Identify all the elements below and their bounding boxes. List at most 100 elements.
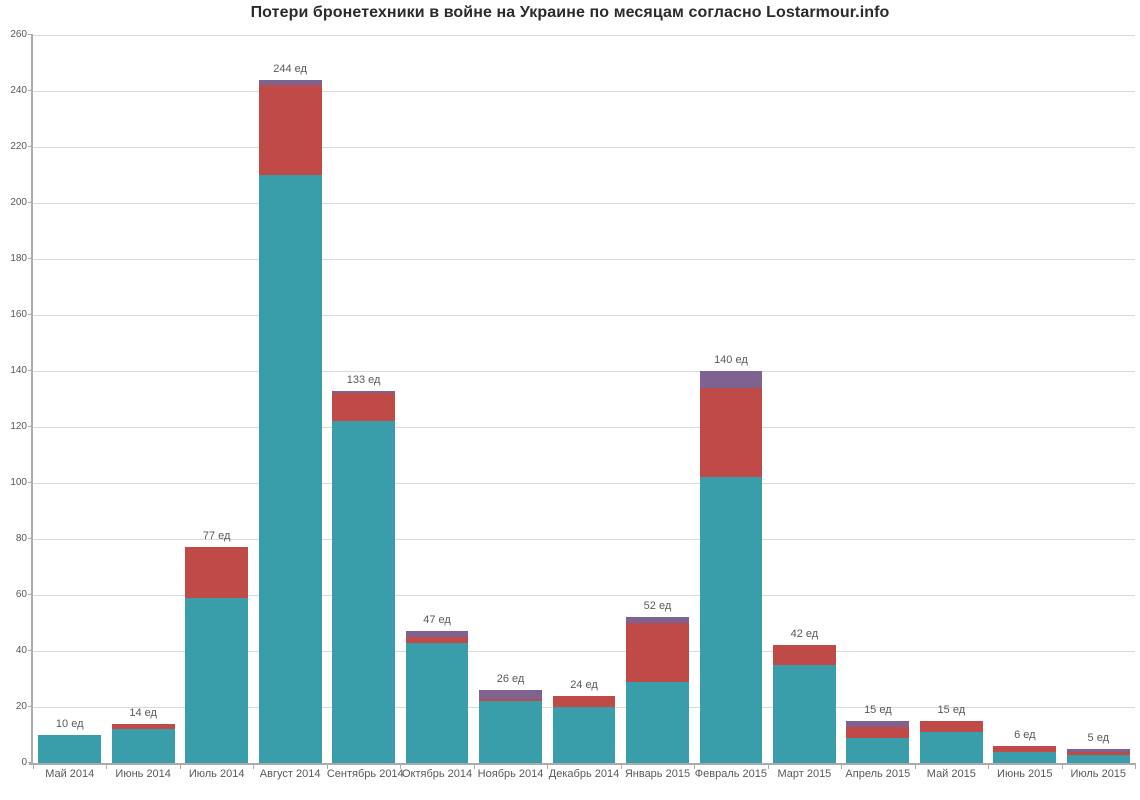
bar-segment-series-red: [185, 547, 249, 598]
x-tick-mark: [1135, 765, 1136, 769]
gridline-y-140: [33, 371, 1135, 372]
bar-segment-series-teal: [919, 732, 983, 763]
bar-segment-series-red: [111, 723, 175, 730]
y-tick-label-100: 100: [10, 477, 27, 488]
x-tick-label-май-2014: Май 2014: [45, 768, 95, 780]
y-tick-mark: [28, 706, 33, 707]
bar-segment-series-purple: [699, 371, 763, 388]
bar-segment-series-teal: [699, 477, 763, 763]
bar-segment-series-purple: [1066, 749, 1130, 752]
bar-value-label: 52 ед: [643, 600, 672, 613]
bar-segment-series-teal: [38, 735, 102, 763]
bar-февраль-2015: 140 ед: [699, 35, 763, 763]
x-tick-mark: [253, 765, 254, 769]
y-tick-mark: [28, 146, 33, 147]
y-tick-label-260: 260: [10, 29, 27, 40]
x-tick-mark: [621, 765, 622, 769]
bar-segment-series-teal: [111, 729, 175, 763]
x-tick-mark: [400, 765, 401, 769]
bar-segment-series-teal: [258, 175, 322, 763]
bar-segment-series-red: [479, 698, 542, 702]
gridline-y-160: [33, 315, 1135, 316]
plot-area: 10 ед 14 ед 77 ед 244 ед 133 ед 47 ед 26 ед 24 …: [33, 35, 1135, 763]
chart-title: Потери бронетехники в войне на Украине п…: [250, 4, 890, 21]
gridline-y-120: [33, 427, 1135, 428]
bar-segment-series-purple: [479, 690, 542, 699]
bar-value-label: 26 ед: [496, 673, 525, 686]
y-tick-label-20: 20: [15, 701, 27, 712]
x-tick-mark: [547, 765, 548, 769]
x-tick-mark: [988, 765, 989, 769]
x-tick-label-ноябрь-2014: Ноябрь 2014: [477, 768, 544, 780]
y-tick-label-160: 160: [10, 309, 27, 320]
bar-value-label: 140 ед: [714, 354, 748, 366]
bar-март-2015: 42 ед: [772, 35, 836, 763]
bar-value-label: 133 ед: [346, 373, 381, 386]
bar-value-label: 42 ед: [790, 628, 819, 641]
x-tick-mark: [474, 765, 475, 769]
bar-value-label: 6 ед: [1014, 729, 1036, 742]
bar-value-label: 15 ед: [864, 704, 892, 716]
bar-май-2015: 15 ед: [919, 35, 983, 763]
bar-segment-series-teal: [479, 701, 542, 763]
bar-segment-series-red: [552, 695, 616, 707]
y-tick-mark: [28, 90, 33, 91]
gridline-y-40: [33, 651, 1135, 652]
bar-segment-series-teal: [993, 751, 1057, 763]
bar-segment-series-teal: [772, 665, 836, 763]
y-tick-mark: [28, 258, 33, 259]
bar-август-2014: 244 ед: [258, 35, 322, 763]
x-tick-label-март-2015: Март 2015: [777, 768, 832, 780]
bar-segment-series-red: [258, 85, 322, 175]
bar-segment-series-red: [626, 623, 689, 682]
bar-ноябрь-2014: 26 ед: [479, 35, 542, 763]
x-tick-label-июль-2014: Июль 2014: [188, 768, 245, 780]
bar-segment-series-teal: [552, 707, 616, 763]
x-tick-label-декабрь-2014: Декабрь 2014: [548, 768, 620, 780]
gridline-y-180: [33, 259, 1135, 260]
bar-segment-series-red: [405, 637, 469, 643]
x-tick-label-апрель-2015: Апрель 2015: [845, 768, 911, 780]
y-tick-mark: [28, 426, 33, 427]
y-tick-label-120: 120: [10, 421, 27, 432]
y-tick-label-220: 220: [10, 141, 27, 152]
bar-value-label: 10 ед: [55, 718, 84, 730]
bar-январь-2015: 52 ед: [626, 35, 689, 763]
bar-июль-2014: 77 ед: [185, 35, 249, 763]
x-tick-label-февраль-2015: Февраль 2015: [694, 768, 768, 780]
y-tick-label-80: 80: [15, 533, 27, 544]
y-tick-mark: [28, 314, 33, 315]
y-tick-label-60: 60: [15, 589, 27, 600]
x-tick-mark: [915, 765, 916, 769]
bar-segment-series-red: [919, 721, 983, 733]
bar-декабрь-2014: 24 ед: [552, 35, 616, 763]
bar-value-label: 244 ед: [273, 62, 307, 75]
bar-value-label: 47 ед: [423, 614, 451, 627]
y-axis-line: [31, 35, 33, 765]
gridline-y-60: [33, 595, 1135, 596]
bar-июнь-2014: 14 ед: [111, 35, 175, 763]
x-tick-label-июнь-2014: Июнь 2014: [115, 768, 171, 780]
x-tick-mark: [768, 765, 769, 769]
bar-value-label: 5 ед: [1087, 732, 1109, 744]
bar-октябрь-2014: 47 ед: [405, 35, 469, 763]
bar-segment-series-teal: [626, 681, 689, 763]
bar-segment-series-purple: [626, 617, 689, 623]
x-tick-label-август-2014: Август 2014: [259, 768, 321, 780]
x-tick-label-октябрь-2014: Октябрь 2014: [401, 768, 473, 780]
bar-value-label: 14 ед: [129, 706, 157, 719]
y-tick-mark: [28, 762, 33, 763]
y-tick-mark: [28, 538, 33, 539]
bar-сентябрь-2014: 133 ед: [332, 35, 395, 763]
x-tick-label-май-2015: Май 2015: [926, 768, 976, 780]
gridline-y-260: [33, 35, 1135, 36]
bar-value-label: 15 ед: [937, 704, 966, 716]
x-tick-mark: [33, 765, 34, 769]
x-tick-mark: [841, 765, 842, 769]
bar-value-label: 24 ед: [570, 678, 598, 691]
bar-segment-series-teal: [405, 642, 469, 763]
x-axis-line: [29, 763, 1136, 765]
bar-segment-series-purple: [846, 721, 910, 727]
bar-segment-series-teal: [332, 421, 395, 763]
